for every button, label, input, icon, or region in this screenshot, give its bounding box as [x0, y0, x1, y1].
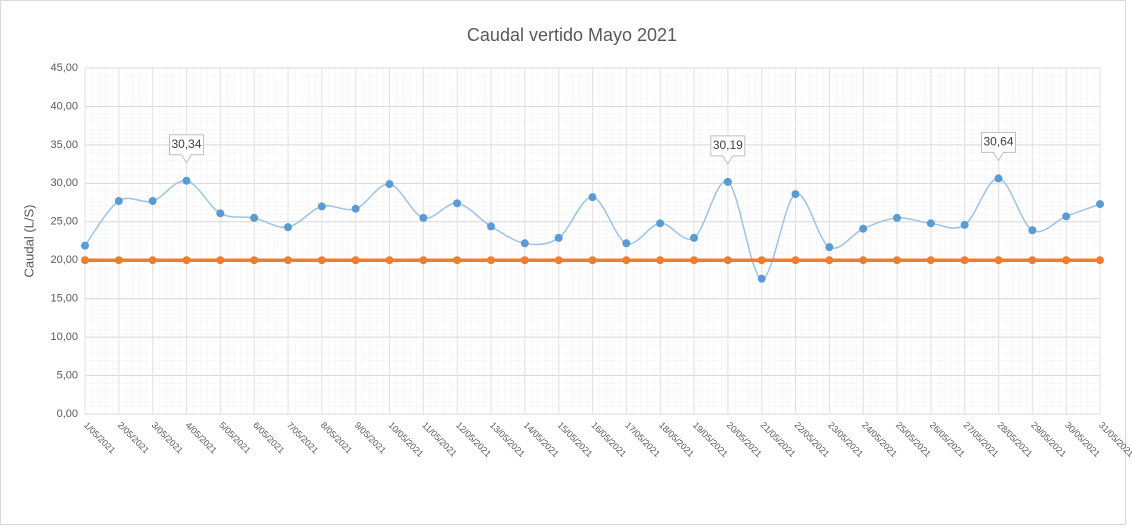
point [250, 256, 259, 265]
y-tick-label: 15,00 [50, 293, 78, 305]
point [622, 239, 631, 248]
point [859, 224, 868, 233]
point [487, 256, 495, 265]
point [1096, 200, 1104, 209]
point [419, 213, 428, 222]
point [148, 197, 157, 206]
y-tick-label: 25,00 [50, 216, 78, 228]
point [284, 223, 292, 232]
point [351, 256, 360, 265]
point [114, 256, 123, 265]
point [1062, 256, 1071, 265]
point [791, 190, 800, 199]
point [757, 256, 766, 265]
point [520, 256, 529, 265]
point [317, 256, 326, 265]
y-axis-title: Caudal (L/S) [21, 205, 36, 278]
y-tick-label: 5,00 [57, 369, 78, 381]
y-tick-label: 35,00 [50, 139, 78, 151]
point [351, 204, 360, 213]
data-label: 30,19 [713, 138, 743, 152]
point [825, 243, 834, 252]
point [656, 219, 665, 228]
point [1028, 226, 1037, 235]
point [81, 256, 89, 265]
point [182, 256, 191, 265]
point [520, 239, 529, 248]
point [317, 202, 326, 211]
y-tick-label: 0,00 [57, 408, 78, 420]
data-label-box [710, 135, 746, 165]
point [893, 256, 901, 265]
point [148, 256, 157, 265]
point [385, 180, 394, 189]
point [284, 256, 292, 265]
point [216, 256, 225, 265]
point [419, 256, 428, 265]
point [690, 233, 698, 242]
point [926, 219, 935, 228]
point [994, 256, 1003, 265]
point [487, 222, 495, 231]
point [182, 176, 191, 185]
y-tick-label: 10,00 [50, 331, 78, 343]
point [250, 213, 259, 222]
y-tick-label: 45,00 [50, 62, 78, 74]
point [1028, 256, 1037, 265]
point [1096, 256, 1104, 265]
point [960, 256, 969, 265]
point [554, 256, 563, 265]
point [791, 256, 800, 265]
point [994, 174, 1003, 183]
point [723, 256, 732, 265]
y-tick-label: 20,00 [50, 254, 78, 266]
data-label-box [169, 134, 204, 164]
point [554, 233, 563, 242]
point [385, 256, 394, 265]
chart-title: Caudal vertido Mayo 2021 [467, 25, 677, 45]
point [757, 274, 766, 283]
point [588, 193, 597, 202]
point [960, 220, 969, 229]
point [723, 177, 732, 186]
point [81, 241, 89, 250]
point [453, 199, 462, 208]
data-label-box [981, 131, 1016, 162]
point [893, 213, 901, 222]
y-tick-label: 30,00 [50, 177, 78, 189]
point [859, 256, 868, 265]
point [588, 256, 597, 265]
point [926, 256, 935, 265]
data-label: 30,34 [171, 137, 201, 151]
point [114, 197, 123, 206]
point [453, 256, 462, 265]
point [216, 209, 225, 218]
data-label: 30,64 [983, 135, 1013, 149]
point [825, 256, 834, 265]
y-tick-label: 40,00 [50, 100, 78, 112]
point [690, 256, 698, 265]
point [622, 256, 631, 265]
point [656, 256, 665, 265]
point [1062, 212, 1071, 221]
